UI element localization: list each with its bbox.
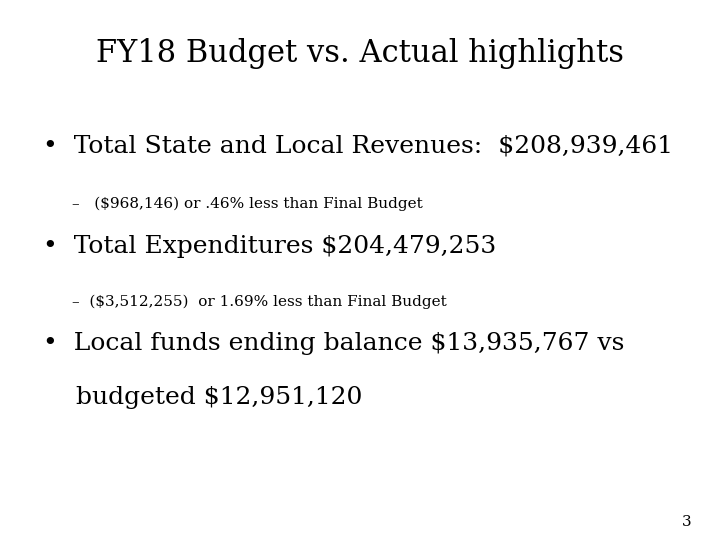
Text: FY18 Budget vs. Actual highlights: FY18 Budget vs. Actual highlights	[96, 38, 624, 69]
Text: –  ($3,512,255)  or 1.69% less than Final Budget: – ($3,512,255) or 1.69% less than Final …	[72, 294, 446, 309]
Text: •  Total Expenditures $204,479,253: • Total Expenditures $204,479,253	[43, 235, 497, 258]
Text: •  Local funds ending balance $13,935,767 vs: • Local funds ending balance $13,935,767…	[43, 332, 624, 355]
Text: –   ($968,146) or .46% less than Final Budget: – ($968,146) or .46% less than Final Bud…	[72, 197, 423, 212]
Text: 3: 3	[682, 515, 691, 529]
Text: •  Total State and Local Revenues:  $208,939,461: • Total State and Local Revenues: $208,9…	[43, 135, 673, 158]
Text: budgeted $12,951,120: budgeted $12,951,120	[76, 386, 362, 409]
